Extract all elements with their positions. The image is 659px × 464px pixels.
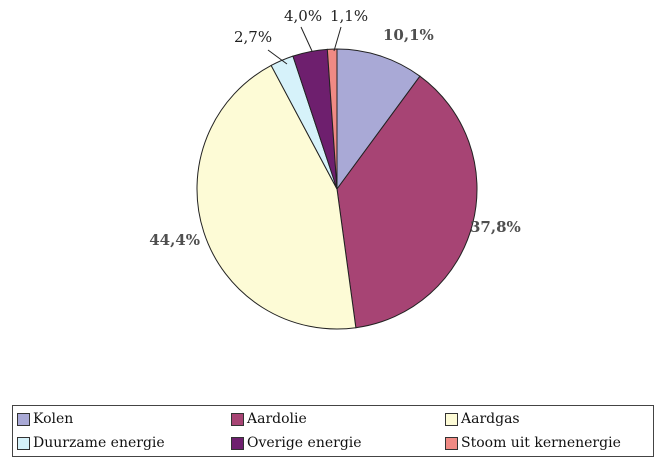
legend-item-aardgas: Aardgas xyxy=(445,408,520,430)
legend-item-aardolie: Aardolie xyxy=(231,408,307,430)
legend-swatch-overige-energie xyxy=(231,436,244,450)
value-label-aardolie: 37,8% xyxy=(470,218,521,236)
pie-slice-aardolie xyxy=(336,75,478,329)
legend-label-kolen: Kolen xyxy=(33,411,74,427)
legend-label-aardolie: Aardolie xyxy=(247,411,307,427)
legend-label-aardgas: Aardgas xyxy=(461,411,520,427)
legend-item-duurzame-energie: Duurzame energie xyxy=(17,432,165,454)
legend-swatch-duurzame-energie xyxy=(17,436,30,450)
legend-label-stoom-uit-kernenergie: Stoom uit kernenergie xyxy=(461,435,621,451)
pie-slice-aardgas xyxy=(196,64,357,330)
chart-legend: Kolen Aardolie Aardgas Duurzame energie … xyxy=(12,405,654,457)
leader-line-duurzame-energie xyxy=(267,49,288,65)
legend-swatch-stoom-uit-kernenergie xyxy=(445,436,458,450)
legend-item-stoom-uit-kernenergie: Stoom uit kernenergie xyxy=(445,432,621,454)
value-label-duurzame-energie: 2,7% xyxy=(234,28,272,46)
legend-swatch-aardolie xyxy=(231,412,244,426)
leader-line-overige-energie xyxy=(300,26,313,52)
leader-line-stoom-uit-kernenergie xyxy=(333,26,342,52)
legend-swatch-aardgas xyxy=(445,412,458,426)
legend-item-overige-energie: Overige energie xyxy=(231,432,362,454)
legend-item-kolen: Kolen xyxy=(17,408,73,430)
value-label-overige-energie: 4,0% xyxy=(284,7,322,25)
value-label-kolen: 10,1% xyxy=(383,26,434,44)
pie-slice-stoom-uit-kernenergie xyxy=(326,48,338,190)
legend-label-overige-energie: Overige energie xyxy=(247,435,362,451)
pie-slices xyxy=(196,48,478,330)
pie-slice-kolen xyxy=(336,48,421,191)
value-label-aardgas: 44,4% xyxy=(149,231,200,249)
legend-swatch-kolen xyxy=(17,412,30,426)
value-label-stoom-uit-kernenergie: 1,1% xyxy=(330,7,368,25)
pie-value-labels: 10,1% 37,8% 44,4% 2,7% 4,0% 1,1% xyxy=(149,7,521,249)
legend-label-duurzame-energie: Duurzame energie xyxy=(33,435,165,451)
